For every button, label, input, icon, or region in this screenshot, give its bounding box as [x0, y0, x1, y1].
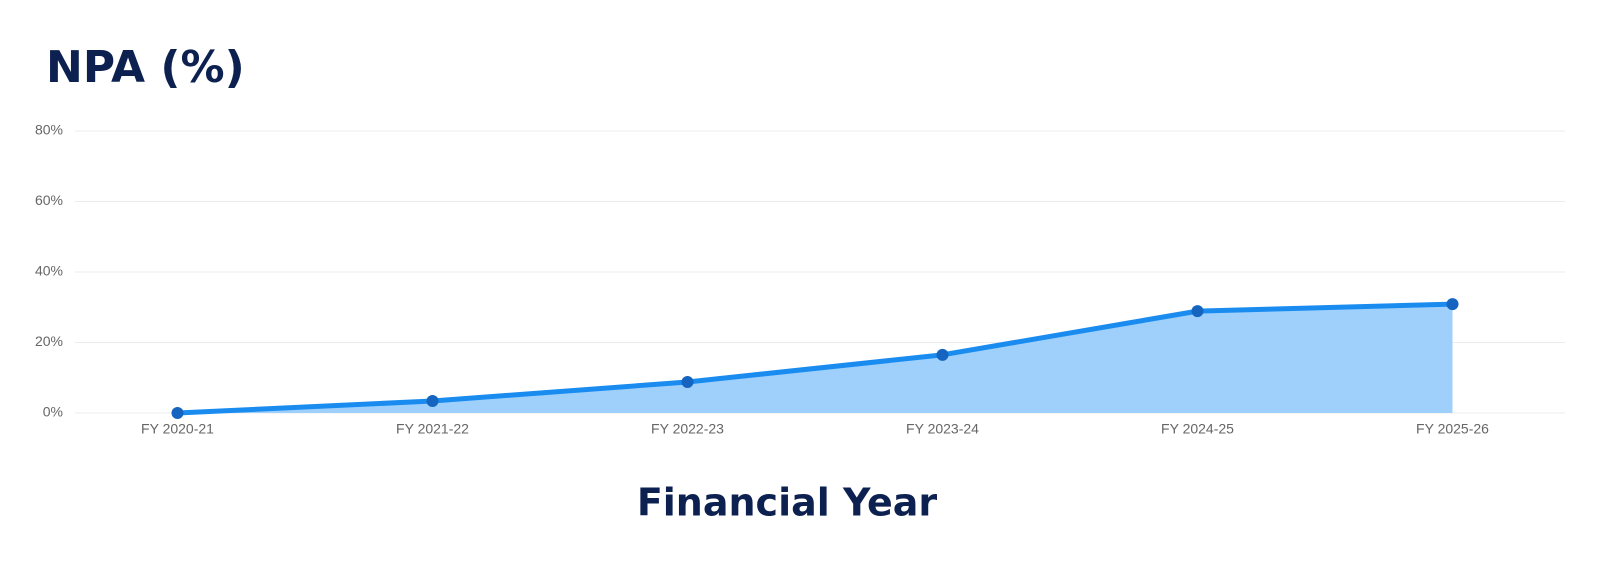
line [177, 301, 1453, 416]
marker [1446, 298, 1459, 311]
marker [426, 395, 439, 408]
marker [171, 407, 184, 419]
x-axis-title: Financial Year [637, 481, 938, 525]
y-tick-label: 80% [35, 122, 63, 138]
x-tick-label: FY 2024-25 [1161, 421, 1234, 437]
y-tick-label: 60% [35, 192, 63, 208]
area-fill [177, 304, 1453, 413]
y-tick-label: 20% [35, 333, 63, 349]
chart-title: NPA (%) [46, 42, 245, 93]
x-tick-label: FY 2021-22 [396, 421, 469, 437]
x-tick-label: FY 2023-24 [906, 421, 979, 437]
x-tick-label: FY 2025-26 [1416, 421, 1489, 437]
y-tick-label: 40% [35, 263, 63, 279]
marker [1191, 305, 1204, 318]
marker [936, 348, 949, 361]
marker [681, 375, 694, 388]
y-tick-label: 0% [43, 404, 63, 420]
x-tick-label: FY 2020-21 [141, 421, 214, 437]
x-tick-label: FY 2022-23 [651, 421, 724, 437]
